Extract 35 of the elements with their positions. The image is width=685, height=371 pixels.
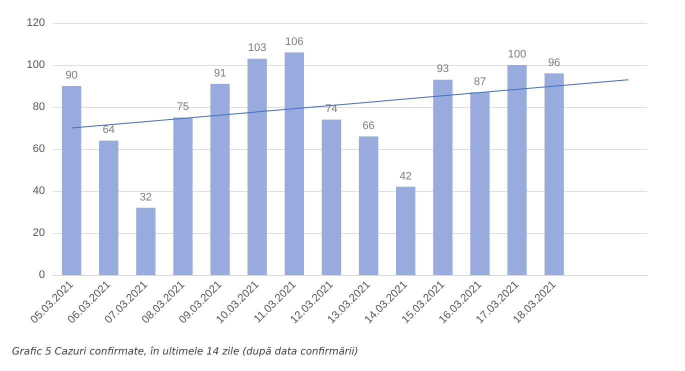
bar: [433, 80, 452, 275]
data-label: 90: [65, 70, 78, 82]
data-label: 32: [140, 191, 152, 204]
bar: [544, 73, 564, 275]
y-tick-label: 40: [32, 185, 45, 197]
bar: [136, 208, 156, 275]
bar: [99, 140, 118, 275]
y-tick-label: 120: [26, 17, 45, 29]
y-tick-label: 80: [32, 101, 45, 113]
y-tick-label: 20: [32, 227, 45, 239]
bar: [62, 86, 82, 275]
data-label: 100: [508, 48, 526, 60]
bar: [322, 120, 342, 275]
bar: [284, 52, 304, 275]
y-tick-label: 0: [38, 269, 45, 281]
data-label: 42: [400, 170, 412, 182]
bar: [210, 84, 230, 275]
data-label: 66: [362, 120, 375, 132]
data-label: 75: [176, 101, 190, 113]
data-label: 106: [285, 36, 304, 48]
text: Grafic 5 Cazuri confirmate, în ultimele 14 zile (după data confirmării): [12, 346, 358, 358]
data-label: 96: [548, 56, 560, 69]
bar: [358, 136, 378, 275]
data-label: 64: [102, 124, 115, 136]
bar: [507, 65, 527, 275]
data-label: 103: [248, 42, 266, 54]
bar: [470, 92, 490, 275]
bar: [248, 58, 267, 275]
bar: [173, 118, 193, 275]
y-tick-label: 60: [32, 143, 45, 155]
y-tick-label: 100: [26, 59, 45, 71]
data-label: 87: [474, 76, 486, 88]
bar: [396, 186, 416, 275]
data-label: 93: [436, 63, 449, 76]
data-label: 91: [214, 67, 226, 80]
